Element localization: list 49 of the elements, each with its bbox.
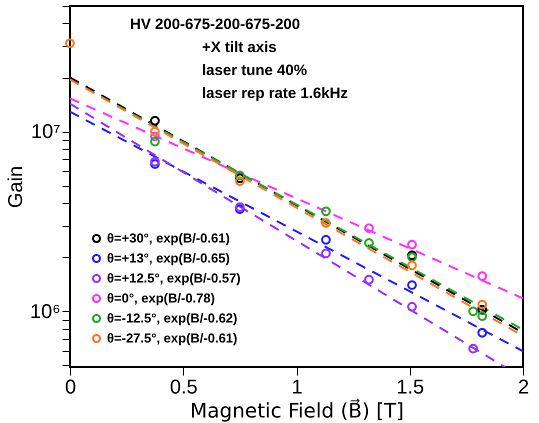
annotation: +X tilt axis <box>202 39 277 56</box>
point <box>407 302 417 312</box>
point <box>407 260 417 270</box>
point <box>150 132 160 142</box>
point <box>150 116 160 126</box>
legend-label: θ=+30°, exp(B/-0.61) <box>107 230 230 246</box>
x-tick-label: 0.5 <box>170 376 198 398</box>
point <box>468 306 478 316</box>
point <box>364 238 374 248</box>
point <box>477 304 488 315</box>
x-tick-label: 1.5 <box>396 376 424 398</box>
x-tick-label: 2 <box>518 376 530 398</box>
point <box>65 38 75 48</box>
legend-label: θ=0°, exp(B/-0.78) <box>107 290 215 306</box>
point <box>477 271 488 281</box>
point <box>477 328 488 338</box>
point <box>321 218 331 228</box>
point <box>321 248 331 258</box>
y-tick-label: 10⁶ <box>30 300 60 323</box>
x-tick-label: 1 <box>291 376 303 398</box>
point <box>150 126 160 136</box>
point <box>150 136 160 146</box>
annotation: laser tune 40% <box>202 62 308 79</box>
point <box>150 156 160 167</box>
y-tick-label: 10⁷ <box>31 121 60 144</box>
annotation: HV 200-675-200-675-200 <box>130 16 300 33</box>
point <box>235 202 245 212</box>
point <box>468 344 478 354</box>
point <box>477 311 488 322</box>
point <box>321 206 331 216</box>
point <box>364 274 374 285</box>
point <box>364 223 374 234</box>
legend-label: θ=+12.5°, exp(B/-0.57) <box>107 270 241 286</box>
legend-label: θ=+13°, exp(B/-0.65) <box>107 250 230 266</box>
point <box>235 176 245 186</box>
y-axis-title: Gain <box>5 166 28 208</box>
point <box>235 173 245 184</box>
point <box>150 159 160 169</box>
legend-label: θ=-27.5°, exp(B/-0.61) <box>107 330 238 346</box>
point <box>407 280 417 290</box>
annotation: laser rep rate 1.6kHz <box>202 85 348 102</box>
point <box>321 234 331 245</box>
point <box>477 300 488 310</box>
legend-label: θ=-12.5°, exp(B/-0.62) <box>107 310 238 326</box>
point <box>407 240 417 250</box>
x-axis-title: Magnetic Field (B⃗) [T] <box>190 398 404 422</box>
point <box>235 204 245 214</box>
x-tick-label: 0 <box>64 376 76 398</box>
point <box>235 170 245 180</box>
